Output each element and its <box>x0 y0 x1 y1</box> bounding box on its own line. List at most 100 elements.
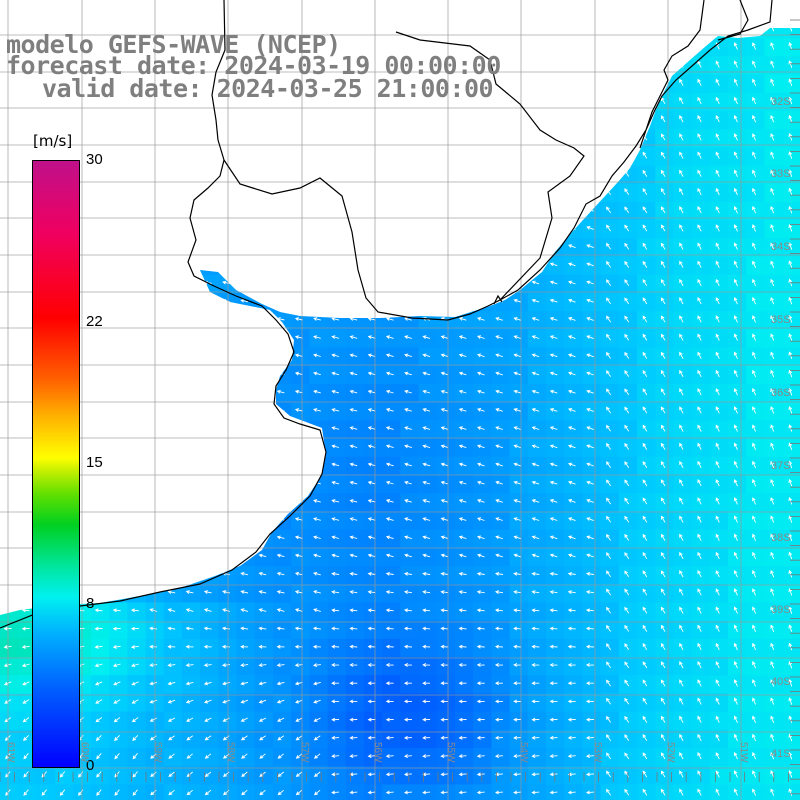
wind-arrow <box>167 244 176 249</box>
wind-arrow <box>679 60 684 68</box>
wind-arrow <box>149 135 158 139</box>
wind-arrow <box>167 153 176 158</box>
wind-arrow <box>549 444 558 449</box>
wind-arrow <box>222 189 230 194</box>
wind-arrow <box>549 462 558 467</box>
wind-arrow <box>385 480 394 485</box>
wind-arrow <box>349 735 358 740</box>
wind-arrow <box>113 699 121 704</box>
wind-arrow <box>624 606 630 614</box>
wind-arrow <box>149 207 158 212</box>
wind-arrow <box>21 116 30 121</box>
wind-arrow <box>752 715 757 723</box>
wind-arrow <box>586 153 594 158</box>
wind-arrow <box>715 752 720 760</box>
wind-arrow <box>660 279 666 287</box>
wind-arrow <box>385 153 394 158</box>
wind-arrow <box>770 497 775 505</box>
wind-arrow <box>185 335 194 340</box>
wind-arrow <box>788 679 793 687</box>
wind-arrow <box>642 697 648 705</box>
wind-arrow <box>385 717 394 722</box>
wind-arrow <box>495 517 503 521</box>
wind-arrow <box>788 387 793 396</box>
wind-arrow <box>276 444 285 449</box>
wind-arrow <box>149 28 158 30</box>
colorbar-tick-label: 8 <box>86 595 95 613</box>
wind-arrow <box>788 260 793 269</box>
wind-arrow <box>549 371 558 376</box>
wind-arrow <box>403 717 412 722</box>
wind-arrow <box>642 96 648 105</box>
wind-arrow <box>549 517 558 521</box>
wind-arrow <box>149 353 158 358</box>
wind-arrow <box>660 734 666 742</box>
wind-arrow <box>185 371 194 376</box>
wind-arrow <box>367 153 376 158</box>
wind-arrow <box>294 262 303 267</box>
wind-arrow <box>114 753 120 760</box>
wind-arrow <box>752 551 757 560</box>
wind-arrow <box>568 116 576 121</box>
wind-arrow <box>277 717 285 722</box>
wind-arrow <box>458 754 467 759</box>
wind-arrow <box>788 242 793 250</box>
wind-arrow <box>585 717 594 722</box>
wind-arrow <box>313 553 321 558</box>
wind-arrow <box>624 715 630 723</box>
wind-arrow <box>495 426 503 430</box>
wind-arrow <box>203 462 212 467</box>
wind-arrow <box>277 735 285 741</box>
wind-arrow <box>185 571 194 576</box>
wind-arrow <box>21 226 30 230</box>
wind-arrow <box>585 735 594 740</box>
wind-arrow <box>458 480 467 485</box>
wind-arrow <box>606 424 611 432</box>
wind-arrow <box>567 626 576 631</box>
wind-arrow <box>240 244 249 249</box>
wind-arrow <box>149 681 158 686</box>
wind-arrow <box>660 697 666 705</box>
wind-arrow <box>642 588 648 596</box>
wind-arrow <box>715 733 720 742</box>
wind-arrow <box>313 389 321 394</box>
wind-arrow <box>294 389 303 394</box>
wind-arrow <box>606 679 611 687</box>
wind-arrow <box>203 480 212 485</box>
wind-arrow <box>549 353 558 358</box>
wind-arrow <box>606 661 611 669</box>
wind-arrow <box>568 207 576 212</box>
wind-arrow <box>770 406 775 414</box>
wind-arrow <box>770 187 775 196</box>
wind-arrow <box>349 262 358 267</box>
wind-arrow <box>440 590 449 594</box>
latitude-label: 33S <box>771 168 791 180</box>
wind-arrow <box>96 789 102 796</box>
wind-arrow <box>606 151 611 159</box>
wind-arrow <box>531 189 540 194</box>
wind-arrow <box>531 171 540 176</box>
wind-arrow <box>586 480 594 485</box>
wind-arrow <box>586 553 594 558</box>
wind-arrow <box>549 98 558 103</box>
wind-arrow <box>642 28 648 32</box>
wind-arrow <box>313 171 321 176</box>
wind-arrow <box>95 699 103 704</box>
wind-arrow <box>642 406 648 414</box>
wind-arrow <box>349 462 358 467</box>
wind-arrow <box>112 408 121 412</box>
wind-arrow <box>440 408 449 412</box>
wind-arrow <box>131 28 139 30</box>
wind-arrow <box>422 717 431 722</box>
wind-arrow <box>113 681 121 686</box>
wind-arrow <box>697 42 702 50</box>
latitude-label: 35S <box>771 314 791 326</box>
wind-arrow <box>385 207 394 212</box>
wind-arrow <box>624 42 630 50</box>
wind-arrow <box>531 462 540 467</box>
wind-arrow <box>567 772 576 777</box>
longitude-label: 55W <box>445 742 456 763</box>
wind-arrow <box>94 116 103 121</box>
wind-arrow <box>624 133 630 141</box>
wind-arrow <box>788 606 793 614</box>
